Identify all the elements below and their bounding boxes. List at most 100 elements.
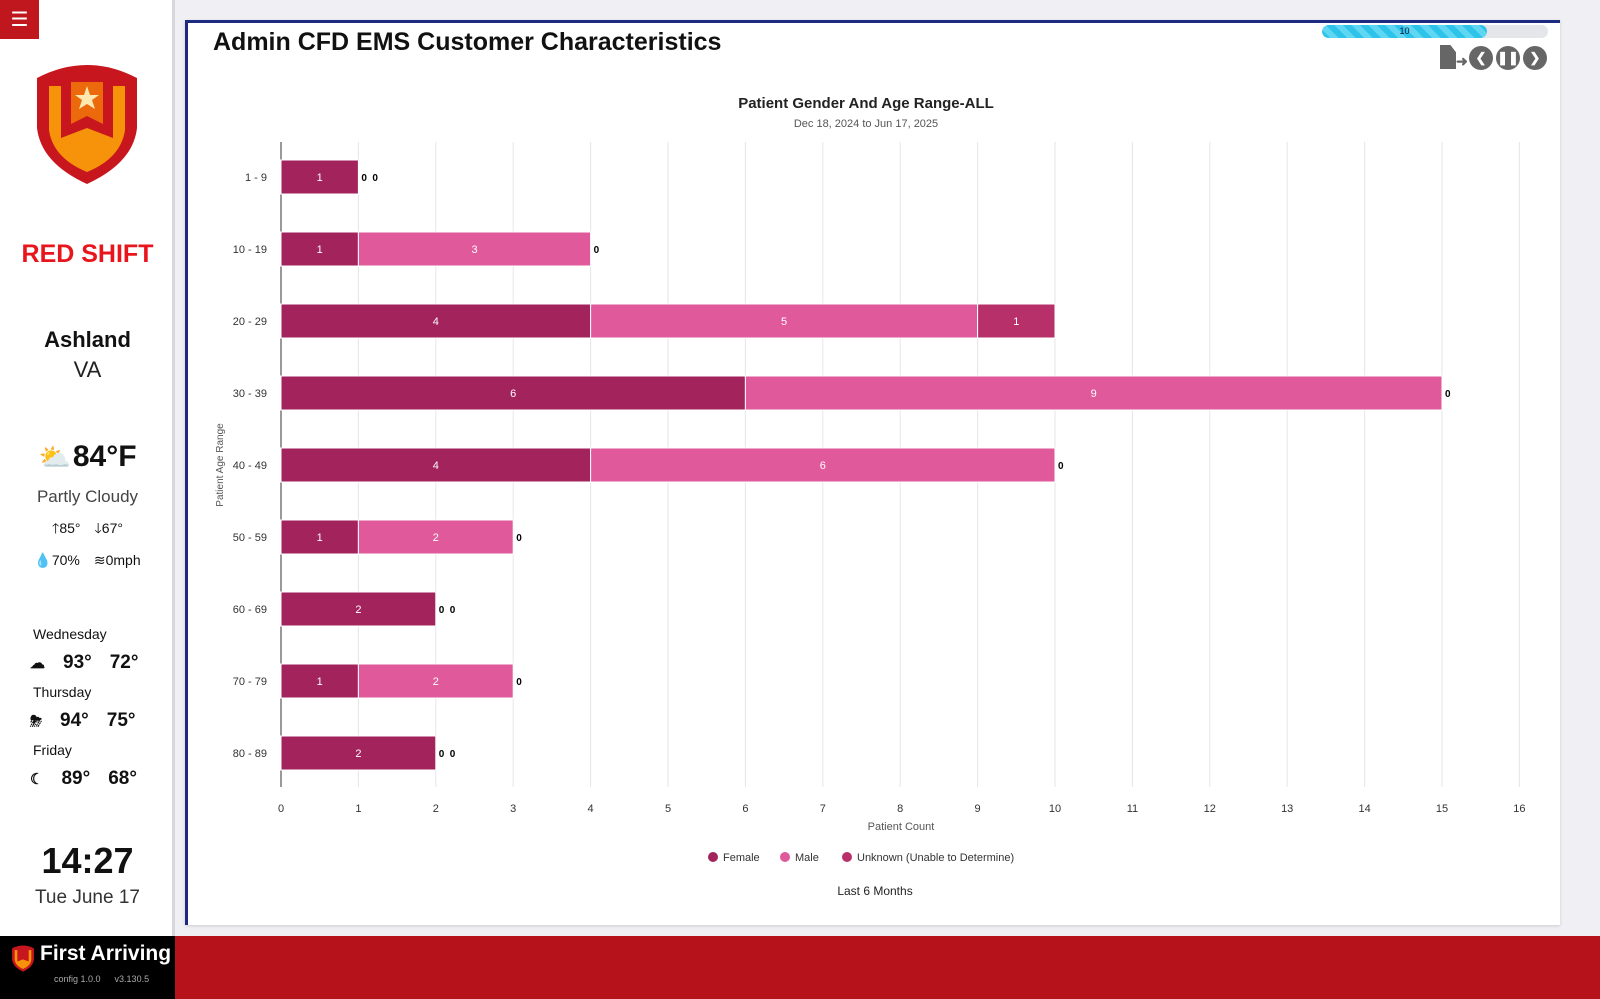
first-arriving-logo (37, 65, 137, 184)
partly-cloudy-icon: ☁ (30, 655, 45, 672)
data-label: 2 (433, 532, 439, 544)
progress-fill: 10 (1322, 25, 1487, 38)
y-tick-label: 20 - 29 (233, 316, 267, 328)
brand: First Arriving config 1.0.0 v3.130.5 (0, 936, 175, 999)
y-tick-label: 50 - 59 (233, 532, 267, 544)
x-tick-label: 15 (1436, 803, 1448, 815)
slide-progress-bar: 10 (1322, 25, 1548, 38)
x-tick-label: 14 (1358, 803, 1370, 815)
y-tick-label: 70 - 79 (233, 676, 267, 688)
y-tick-label: 1 - 9 (245, 172, 267, 184)
arrow-up-icon: 🡑 (52, 520, 60, 536)
bar-segment-female[interactable] (280, 159, 359, 195)
bar-segment-unknown[interactable] (977, 303, 1056, 339)
bar-segment-female[interactable] (280, 447, 592, 483)
data-label: 4 (433, 316, 439, 328)
low-temp: 67° (101, 520, 123, 536)
bar-segment-male[interactable] (357, 231, 592, 267)
y-tick-label: 30 - 39 (233, 388, 267, 400)
forecast-low: 68° (108, 768, 137, 789)
x-tick-label: 16 (1513, 803, 1525, 815)
bar-segment-female[interactable] (280, 231, 359, 267)
x-tick-label: 11 (1127, 803, 1138, 815)
forecast-high: 93° (63, 652, 92, 673)
forecast-day: Thursday (33, 684, 92, 700)
legend-marker (842, 852, 852, 862)
bar-segment-female[interactable] (280, 663, 359, 699)
bar-segment-male[interactable] (744, 375, 1443, 411)
export-icon[interactable]: ➜ (1438, 45, 1468, 71)
menu-button[interactable]: ☰ (0, 0, 39, 39)
y-tick-label: 60 - 69 (233, 604, 267, 616)
wind-icon: ≋ (93, 552, 106, 568)
pause-button[interactable]: ❚❚ (1496, 46, 1520, 70)
x-tick-label: 3 (510, 803, 516, 815)
data-label: 1 (317, 172, 323, 184)
x-tick-label: 9 (975, 803, 981, 815)
data-label: 3 (471, 244, 477, 256)
legend-item[interactable]: Unknown (Unable to Determine) (857, 852, 1014, 864)
x-tick-label: 5 (665, 803, 671, 815)
forecast-low: 72° (109, 652, 139, 673)
bar-segment-female[interactable] (280, 375, 746, 411)
data-label: 1 (317, 532, 323, 544)
x-tick-label: 10 (1049, 803, 1061, 815)
page-title: Admin CFD EMS Customer Characteristics (213, 28, 722, 56)
weather-condition: Partly Cloudy (36, 487, 139, 506)
legend-marker (708, 852, 718, 862)
shift-label: RED SHIFT (21, 240, 154, 268)
data-label-zero: 0 (439, 605, 445, 616)
legend-marker (780, 852, 790, 862)
bar-segment-female[interactable] (280, 591, 437, 627)
data-label: 9 (1091, 388, 1097, 400)
data-label-zero: 0 (450, 749, 456, 760)
bar-segment-male[interactable] (357, 519, 514, 555)
bar-segment-male[interactable] (590, 447, 1056, 483)
forecast-high: 94° (60, 710, 89, 731)
data-label-zero: 0 (1058, 461, 1064, 472)
bar-segment-male[interactable] (590, 303, 979, 339)
data-label: 4 (433, 460, 439, 472)
data-label-zero: 0 (439, 749, 445, 760)
x-tick-label: 0 (278, 803, 284, 815)
first-arriving-logo-small (12, 945, 34, 972)
previous-button[interactable]: ❮ (1469, 46, 1493, 70)
legend-item[interactable]: Male (795, 852, 819, 864)
x-tick-label: 1 (355, 803, 361, 815)
data-label-zero: 0 (516, 533, 522, 544)
data-label: 6 (510, 388, 516, 400)
chart-footnote: Last 6 Months (837, 884, 912, 898)
thunderstorm-icon: ⛈ (30, 712, 43, 730)
chart-subtitle: Dec 18, 2024 to Jun 17, 2025 (794, 118, 938, 130)
bar-segment-female[interactable] (280, 519, 359, 555)
data-label: 2 (433, 676, 439, 688)
x-axis-label: Patient Count (868, 821, 935, 833)
moon-icon: ☾ (30, 771, 44, 788)
forecast-low: 75° (106, 710, 136, 731)
arrow-down-icon: 🡓 (94, 520, 102, 536)
forecast-day: Friday (33, 742, 72, 758)
data-label: 2 (355, 604, 361, 616)
legend-item[interactable]: Female (723, 852, 760, 864)
data-label: 1 (317, 244, 323, 256)
data-label-zero: 0 (361, 173, 367, 184)
x-tick-label: 13 (1281, 803, 1293, 815)
city: Ashland (44, 327, 131, 352)
droplet-icon: 💧 (34, 552, 52, 568)
bar-segment-male[interactable] (357, 663, 514, 699)
x-tick-label: 2 (433, 803, 439, 815)
x-tick-label: 8 (897, 803, 903, 815)
data-label: 5 (781, 316, 787, 328)
data-label-zero: 0 (516, 677, 522, 688)
high-temp: 85° (59, 520, 81, 536)
data-label-zero: 0 (1445, 389, 1451, 400)
humidity: 70% (51, 552, 80, 568)
x-tick-label: 6 (742, 803, 748, 815)
forecast-day: Wednesday (33, 626, 107, 642)
next-button[interactable]: ❯ (1523, 46, 1547, 70)
chart-title: Patient Gender And Age Range-ALL (738, 95, 994, 112)
data-label: 1 (1013, 316, 1019, 328)
wind-speed: 0mph (105, 552, 141, 568)
bar-segment-female[interactable] (280, 735, 437, 771)
